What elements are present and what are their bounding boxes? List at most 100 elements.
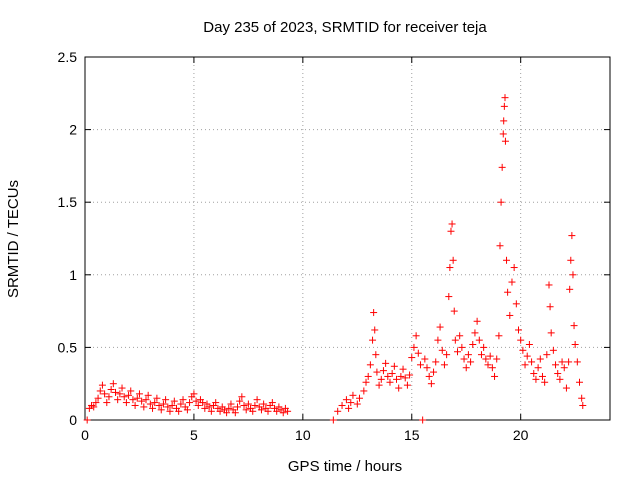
data-point xyxy=(107,386,115,394)
data-point xyxy=(578,394,586,402)
data-point xyxy=(486,352,494,360)
data-point xyxy=(545,281,553,289)
data-point xyxy=(521,361,529,369)
axis-ticks: 0 5 10 15 20 0 0.5 1 1.5 2 2.5 xyxy=(58,49,610,443)
data-point xyxy=(384,372,392,380)
data-point xyxy=(523,352,531,360)
data-point xyxy=(83,416,91,424)
data-point xyxy=(401,374,409,382)
data-point xyxy=(349,391,357,399)
data-point xyxy=(153,394,161,402)
data-point xyxy=(393,375,401,383)
data-point xyxy=(90,403,98,411)
data-point xyxy=(541,378,549,386)
data-point xyxy=(450,307,458,315)
grid-lines xyxy=(85,57,610,420)
data-point xyxy=(114,396,122,404)
data-point xyxy=(105,393,113,401)
data-point xyxy=(253,396,261,404)
data-point xyxy=(569,271,577,279)
data-point xyxy=(166,407,174,415)
data-point xyxy=(342,396,350,404)
data-point xyxy=(345,404,353,412)
data-point xyxy=(194,401,202,409)
data-point xyxy=(430,368,438,376)
y-tick-label: 2.5 xyxy=(58,49,78,65)
data-point xyxy=(448,220,456,228)
data-point xyxy=(554,370,562,378)
data-point xyxy=(451,336,459,344)
data-point xyxy=(201,404,209,412)
data-point xyxy=(118,384,126,392)
data-point xyxy=(491,372,499,380)
data-point xyxy=(501,137,509,145)
data-point xyxy=(499,130,507,138)
data-point xyxy=(573,358,581,366)
data-point xyxy=(183,406,191,414)
data-point xyxy=(515,326,523,334)
data-point xyxy=(273,407,281,415)
data-point xyxy=(268,399,276,407)
data-point xyxy=(329,416,337,424)
data-point xyxy=(131,401,139,409)
data-point xyxy=(142,396,150,404)
y-tick-label: 0 xyxy=(69,412,77,428)
data-point xyxy=(510,264,518,272)
data-point xyxy=(382,359,390,367)
data-point xyxy=(177,400,185,408)
data-point xyxy=(458,343,466,351)
data-point xyxy=(403,381,411,389)
data-point xyxy=(543,351,551,359)
data-point xyxy=(500,102,508,110)
data-point xyxy=(101,390,109,398)
x-tick-label: 10 xyxy=(295,427,311,443)
data-point xyxy=(471,329,479,337)
data-point xyxy=(447,227,455,235)
data-point xyxy=(434,336,442,344)
data-point xyxy=(284,407,292,415)
data-point xyxy=(227,400,235,408)
data-point xyxy=(135,390,143,398)
data-point xyxy=(251,401,259,409)
data-point xyxy=(532,375,540,383)
data-point xyxy=(360,387,368,395)
data-point xyxy=(565,358,573,366)
data-point xyxy=(525,340,533,348)
data-point xyxy=(168,401,176,409)
x-tick-label: 15 xyxy=(404,427,420,443)
data-point xyxy=(547,329,555,337)
data-point xyxy=(338,401,346,409)
data-point xyxy=(546,303,554,311)
data-point xyxy=(460,355,468,363)
data-point xyxy=(445,293,453,301)
data-point xyxy=(446,264,454,272)
data-point xyxy=(517,336,525,344)
data-point xyxy=(190,390,198,398)
data-point xyxy=(528,358,536,366)
y-tick-label: 1.5 xyxy=(58,194,78,210)
y-tick-label: 2 xyxy=(69,122,77,138)
data-point xyxy=(568,232,576,240)
data-point xyxy=(480,343,488,351)
data-point xyxy=(120,393,128,401)
data-point xyxy=(456,332,464,340)
data-point xyxy=(146,400,154,408)
data-point xyxy=(410,343,418,351)
data-point xyxy=(138,397,146,405)
data-point xyxy=(576,378,584,386)
data-point xyxy=(495,332,503,340)
data-point xyxy=(129,396,137,404)
data-point xyxy=(449,256,457,264)
data-point xyxy=(362,378,370,386)
data-point xyxy=(96,387,104,395)
data-point xyxy=(186,399,194,407)
data-point xyxy=(427,380,435,388)
data-point xyxy=(462,364,470,372)
data-point xyxy=(473,317,481,325)
data-point xyxy=(233,403,241,411)
data-point xyxy=(379,367,387,375)
data-point xyxy=(216,407,224,415)
data-point xyxy=(279,409,287,417)
data-point xyxy=(512,300,520,308)
data-point xyxy=(170,397,178,405)
